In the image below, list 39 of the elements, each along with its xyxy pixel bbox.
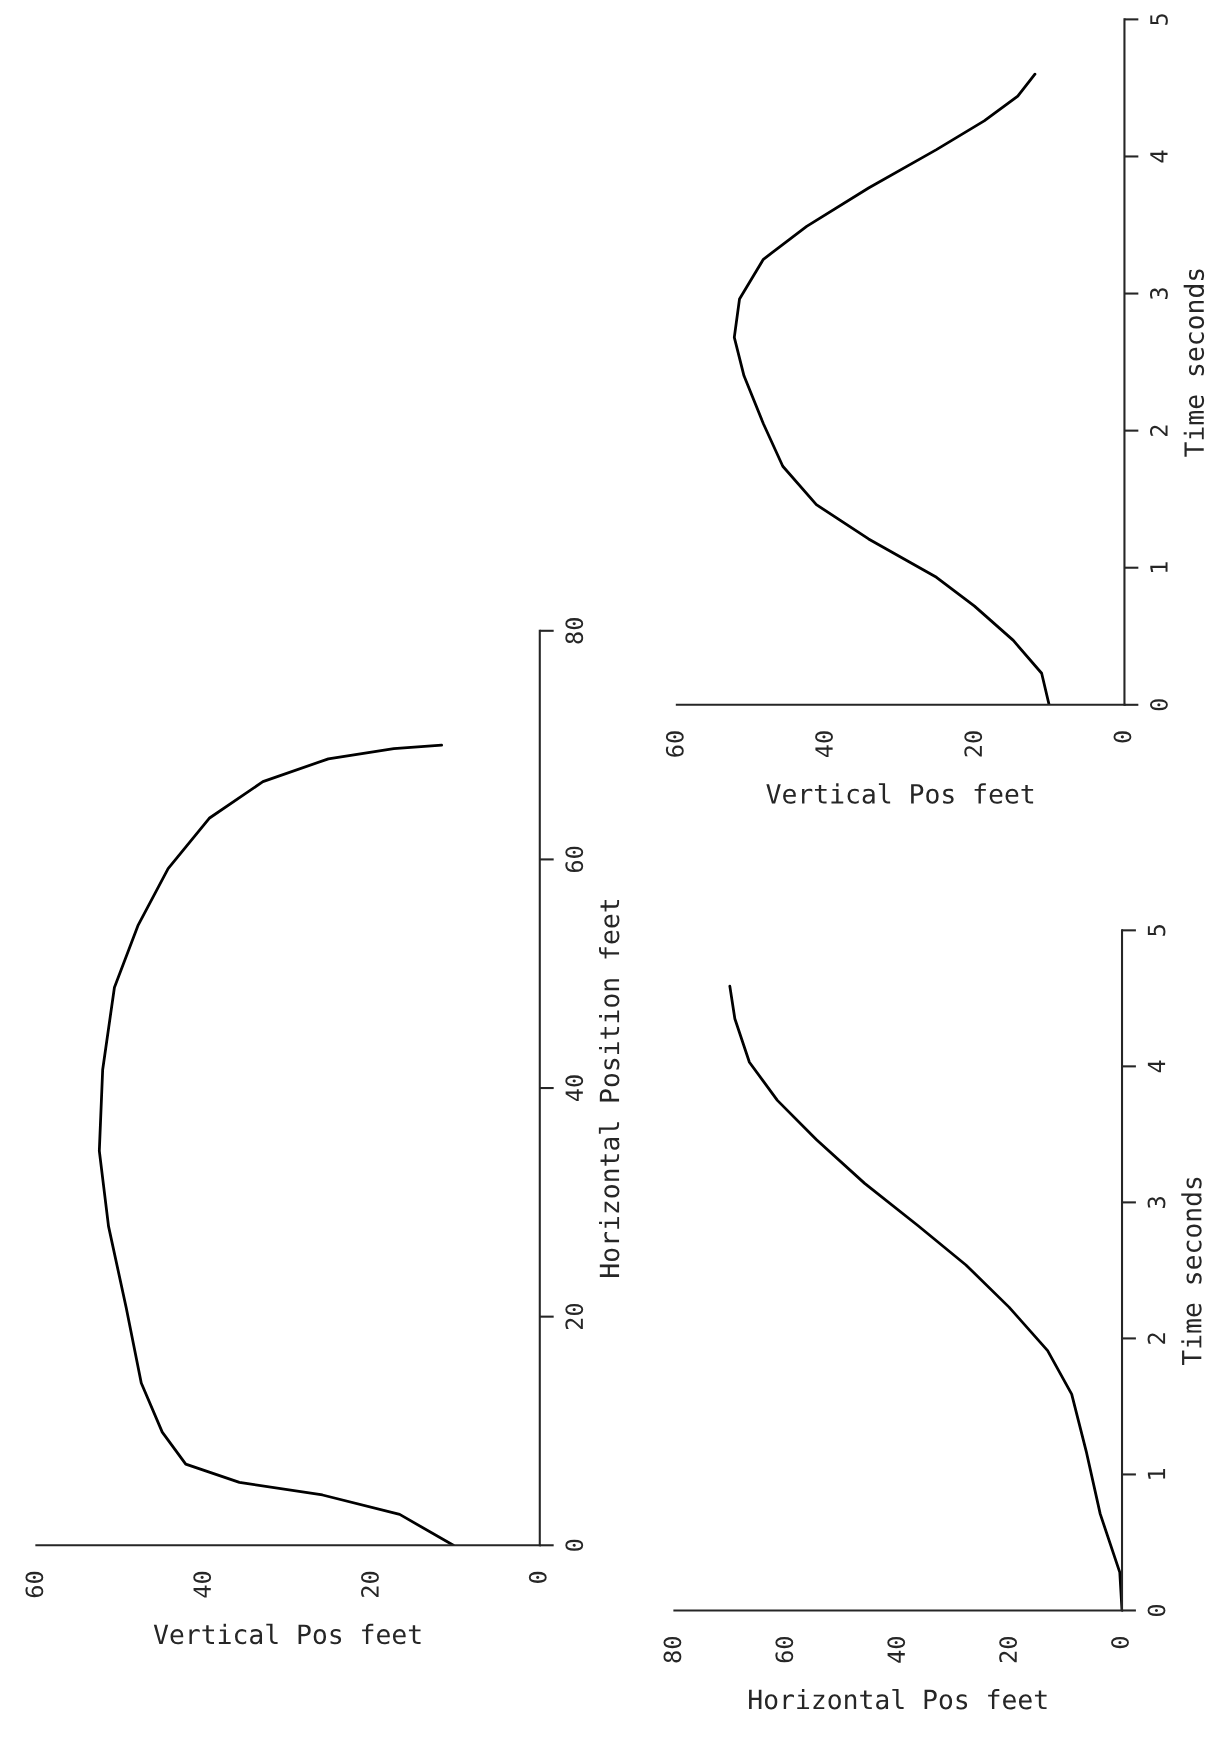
y-tick-label: 0 <box>1149 699 1168 711</box>
line-series <box>732 72 1051 705</box>
y-tick-label: 3 <box>1147 1197 1166 1208</box>
x-tick-label: 60 <box>25 1571 44 1598</box>
y-tick-label: 5 <box>1150 14 1168 25</box>
y-tick-label: 5 <box>1147 925 1166 936</box>
x-tick-label: 60 <box>775 1637 794 1663</box>
y-tick-label: 0 <box>565 1539 584 1551</box>
x-tick-label: 40 <box>193 1571 212 1598</box>
y-tick-label: 2 <box>1147 1333 1166 1344</box>
x-tick-label: 40 <box>887 1637 906 1663</box>
x-tick-label: 20 <box>999 1637 1018 1663</box>
y-tick-label: 40 <box>565 1075 584 1102</box>
x-axis-title: Vertical Pos feet <box>153 1623 421 1645</box>
y-tick-label: 1 <box>1150 562 1168 572</box>
x-tick-label: 20 <box>361 1571 379 1597</box>
y-tick-label: 20 <box>565 1303 584 1330</box>
x-tick-label: 60 <box>665 731 684 757</box>
y-tick-label: 2 <box>1149 425 1168 436</box>
y-tick-label: 4 <box>1150 150 1168 163</box>
y-tick-label: 3 <box>1149 288 1168 300</box>
y-axis-title: Horizontal Position feet <box>598 899 620 1277</box>
x-tick-label: 0 <box>1111 1637 1129 1649</box>
x-axis-title: Horizontal Pos feet <box>749 1688 1047 1710</box>
y-tick-label: 4 <box>1147 1060 1166 1073</box>
line-series <box>728 984 1123 1611</box>
y-tick-label: 1 <box>1147 1468 1166 1479</box>
x-tick-label: 0 <box>1113 731 1132 743</box>
x-tick-label: 80 <box>663 1637 682 1663</box>
x-tick-label: 0 <box>528 1571 547 1583</box>
y-tick-label: 60 <box>565 846 584 873</box>
y-tick-label: 0 <box>1147 1604 1166 1617</box>
x-tick-label: 40 <box>815 731 833 758</box>
y-axis-title: Time seconds <box>1183 269 1205 457</box>
y-tick-label: 80 <box>565 618 584 644</box>
x-tick-label: 20 <box>964 731 983 757</box>
x-axis-title: Vertical Pos feet <box>766 783 1034 804</box>
y-axis-title: Time seconds <box>1181 1177 1202 1366</box>
line-series <box>97 743 455 1546</box>
